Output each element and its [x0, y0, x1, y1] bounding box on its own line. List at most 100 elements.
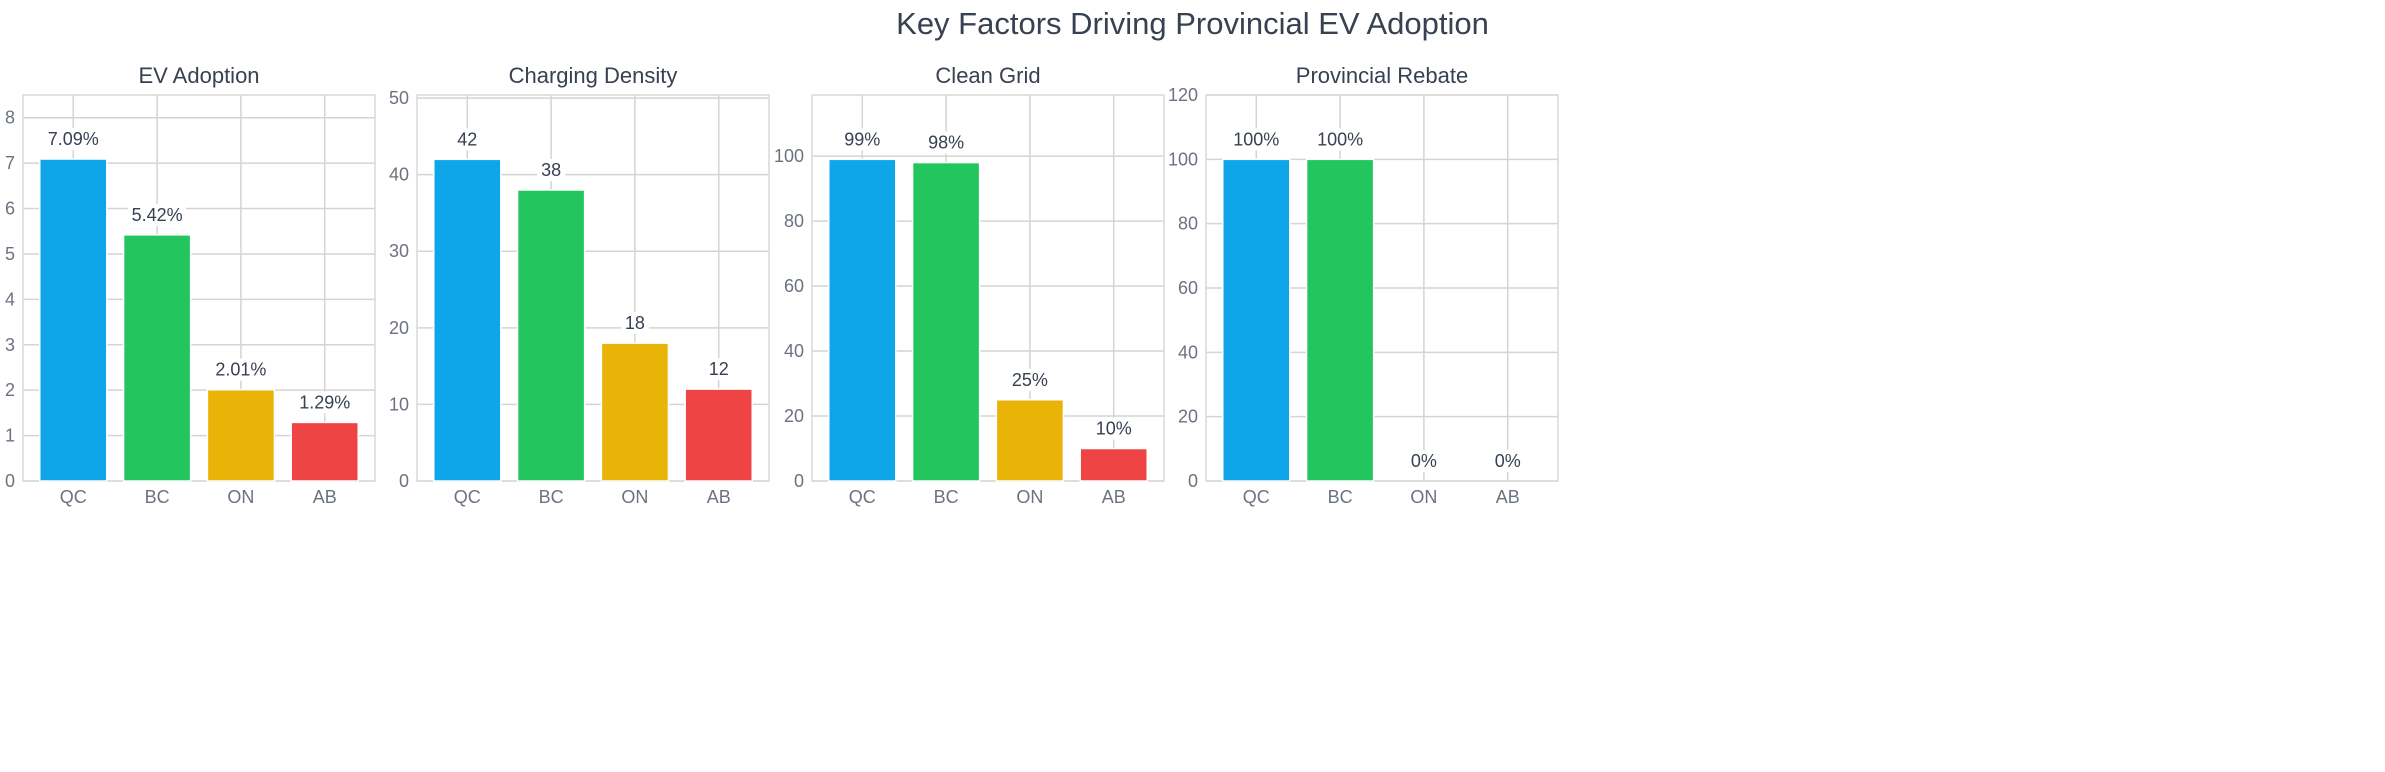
y-tick-label: 80 [784, 211, 804, 231]
data-label-background [44, 128, 103, 151]
bar-bc [516, 189, 586, 482]
data-label-background [620, 312, 649, 335]
bar-qc [1222, 158, 1291, 482]
y-tick-label: 120 [1168, 85, 1198, 105]
y-tick-label: 20 [784, 406, 804, 426]
data-label: 10% [1096, 419, 1132, 439]
x-tick-label: AB [1102, 487, 1126, 507]
y-tick-label: 80 [1178, 214, 1198, 234]
axes-frame [22, 94, 376, 482]
subplot-title: Clean Grid [935, 63, 1040, 88]
y-tick-label: 3 [5, 335, 15, 355]
y-tick-label: 1 [5, 426, 15, 446]
subplot-title: Charging Density [509, 63, 678, 88]
subplot-clean-grid: 0 20 40 60 80 100 QC BC ON AB 99% 98% 25% 10% Clean Gr… [774, 63, 1165, 507]
bar-on [600, 342, 670, 482]
y-tick-label: 5 [5, 244, 15, 264]
subplot-provincial-rebate: 0 20 40 60 80 100 120 QC BC ON AB 100% 100% 0% 0% Provi… [1168, 63, 1559, 507]
data-label: 2.01% [215, 360, 266, 380]
y-tick-label: 20 [389, 318, 409, 338]
data-label-background [843, 128, 882, 151]
y-tick-label: 0 [399, 471, 409, 491]
data-label-background [295, 391, 354, 414]
data-label-background [1010, 368, 1049, 391]
bar-qc [828, 158, 897, 482]
y-tick-label: 40 [389, 165, 409, 185]
subplot-title: Provincial Rebate [1296, 63, 1468, 88]
y-tick-label: 40 [784, 341, 804, 361]
data-label-background [211, 358, 270, 381]
bar-bc [1305, 158, 1375, 482]
subplot-charging-density: 0 10 20 30 40 50 QC BC ON AB 42 38 18 12 Charging Dens… [389, 63, 770, 507]
bar-qc [39, 158, 108, 482]
data-label-background [453, 128, 482, 151]
data-label-background [1409, 450, 1438, 472]
x-tick-label: BC [145, 487, 170, 507]
y-tick-label: 20 [1178, 407, 1198, 427]
bar-bc [911, 161, 981, 482]
data-label: 98% [928, 133, 964, 153]
data-label: 12 [709, 359, 729, 379]
data-label: 0% [1495, 451, 1521, 471]
data-label: 1.29% [299, 392, 350, 412]
x-tick-label: ON [1410, 487, 1437, 507]
y-tick-label: 2 [5, 380, 15, 400]
data-label: 7.09% [48, 129, 99, 149]
x-tick-label: AB [1496, 487, 1520, 507]
bar-bc [122, 234, 192, 482]
bar-on [995, 399, 1065, 482]
data-label-background [537, 158, 566, 181]
figure-title: Key Factors Driving Provincial EV Adopti… [896, 6, 1489, 41]
x-tick-label: QC [849, 487, 876, 507]
data-label: 100% [1233, 129, 1279, 149]
y-tick-label: 10 [389, 394, 409, 414]
x-tick-label: BC [934, 487, 959, 507]
bar-qc [433, 158, 502, 482]
data-label: 18 [625, 313, 645, 333]
x-tick-label: BC [539, 487, 564, 507]
data-label: 99% [844, 129, 880, 149]
y-tick-label: 50 [389, 88, 409, 108]
y-tick-label: 7 [5, 153, 15, 173]
x-tick-label: QC [454, 487, 481, 507]
axes-frame [1205, 94, 1559, 482]
data-label: 5.42% [132, 205, 183, 225]
axes-frame [416, 94, 770, 482]
data-label: 100% [1317, 129, 1363, 149]
y-tick-label: 0 [1188, 471, 1198, 491]
y-tick-label: 30 [389, 241, 409, 261]
bar-ab [1079, 447, 1148, 482]
axes-frame [811, 94, 1165, 482]
x-tick-label: QC [1243, 487, 1270, 507]
data-label-background [927, 131, 966, 154]
data-label-background [1316, 128, 1365, 151]
bar-ab [290, 421, 359, 482]
y-tick-label: 100 [1168, 149, 1198, 169]
y-tick-label: 4 [5, 289, 15, 309]
data-label: 0% [1411, 451, 1437, 471]
data-label: 25% [1012, 370, 1048, 390]
x-tick-label: ON [227, 487, 254, 507]
x-tick-label: ON [1016, 487, 1043, 507]
x-tick-label: QC [60, 487, 87, 507]
y-tick-label: 60 [1178, 278, 1198, 298]
y-tick-label: 60 [784, 276, 804, 296]
y-tick-label: 100 [774, 146, 804, 166]
x-tick-label: BC [1328, 487, 1353, 507]
y-tick-label: 8 [5, 108, 15, 128]
y-tick-label: 0 [794, 471, 804, 491]
data-label-background [1094, 417, 1133, 440]
x-tick-label: ON [621, 487, 648, 507]
y-tick-label: 40 [1178, 342, 1198, 362]
data-label-background [1493, 450, 1522, 472]
y-tick-label: 6 [5, 199, 15, 219]
data-label: 42 [457, 129, 477, 149]
x-tick-label: AB [313, 487, 337, 507]
subplot-ev-adoption: 0 1 2 3 4 5 6 7 8 QC BC ON AB 7.09% 5.42% 2.01% 1.29% EV … [5, 63, 376, 507]
bar-ab [684, 388, 753, 482]
data-label: 38 [541, 160, 561, 180]
data-label-background [128, 203, 187, 226]
subplot-title: EV Adoption [138, 63, 259, 88]
bar-on [206, 388, 276, 482]
